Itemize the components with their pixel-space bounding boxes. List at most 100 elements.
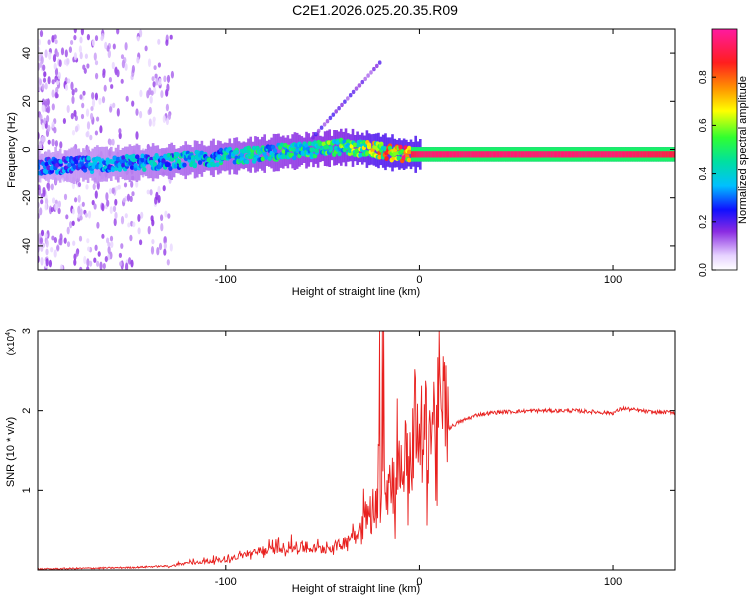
heatmap-noise-cell xyxy=(79,94,83,100)
heatmap-noise-cell xyxy=(91,92,95,100)
heatmap-noise-cell xyxy=(119,261,123,267)
heatmap-noise-cell xyxy=(163,236,167,245)
heatmap-noise-cell xyxy=(54,91,58,99)
heatmap-ridge-cell xyxy=(262,151,267,157)
heatmap-ridge-core xyxy=(625,151,628,158)
top-y-tick-label: 20 xyxy=(21,95,33,107)
heatmap-ridge-cell xyxy=(53,158,58,163)
heatmap-noise-cell xyxy=(59,264,64,270)
heatmap-noise-cell xyxy=(120,215,125,225)
heatmap-streak-cell xyxy=(372,66,376,72)
heatmap-ridge-cell xyxy=(211,162,217,168)
heatmap-ridge-cell xyxy=(105,160,110,166)
heatmap-ridge-core xyxy=(442,151,445,158)
heatmap-ridge-core xyxy=(410,151,414,158)
heatmap-noise-cell xyxy=(103,84,107,92)
heatmap-halo-cell xyxy=(49,152,53,180)
heatmap-noise-cell xyxy=(131,191,135,197)
heatmap-noise-cell xyxy=(124,213,128,219)
heatmap-noise-cell xyxy=(38,38,41,46)
heatmap-streak-cell xyxy=(357,83,362,88)
top-y-tick-label: -20 xyxy=(21,190,33,206)
heatmap-noise-cell xyxy=(167,213,171,219)
heatmap-streak-cell xyxy=(375,63,379,69)
heatmap-ridge-core xyxy=(606,151,609,158)
heatmap-noise-cell xyxy=(106,199,110,207)
heatmap-ridge-cell xyxy=(44,169,49,175)
heatmap-streak-cell xyxy=(369,70,373,75)
heatmap-noise-cell xyxy=(108,139,113,146)
heatmap-ridge-core xyxy=(491,151,494,158)
heatmap-noise-cell xyxy=(152,81,156,88)
heatmap-ridge-cell xyxy=(161,158,166,164)
heatmap-noise-cell xyxy=(104,255,108,263)
heatmap-noise-cell xyxy=(83,255,87,265)
heatmap-noise-cell xyxy=(39,30,44,38)
heatmap-ridge-core xyxy=(644,151,647,158)
heatmap-noise-cell xyxy=(89,134,93,141)
heatmap-noise-cell xyxy=(95,72,99,80)
heatmap-ridge-cell xyxy=(407,157,412,163)
heatmap-ridge-core xyxy=(478,151,482,158)
heatmap-ridge-core xyxy=(637,151,640,158)
heatmap-ridge-core xyxy=(454,151,457,158)
heatmap-noise-cell xyxy=(79,215,83,221)
heatmap-noise-cell xyxy=(102,262,106,270)
heatmap-ridge-cell xyxy=(292,155,297,161)
top-y-tick-label: 0 xyxy=(21,146,33,152)
bottom-y-axis-label: SNR (10 * v/v) xyxy=(5,417,17,487)
heatmap-noise-cell xyxy=(109,106,113,113)
bottom-y-multiplier: (x104) xyxy=(5,329,17,356)
heatmap-streak-cell xyxy=(348,93,353,98)
heatmap-noise-cell xyxy=(153,86,157,95)
colorbar xyxy=(711,28,738,271)
heatmap-noise-cell xyxy=(52,54,57,63)
heatmap-noise-cell xyxy=(57,207,61,215)
heatmap-noise-cell xyxy=(169,34,173,40)
heatmap-ridge-core xyxy=(417,151,421,158)
heatmap-ridge-core xyxy=(562,151,565,158)
heatmap-ridge-core xyxy=(654,151,658,158)
heatmap-streak-cell xyxy=(360,79,365,85)
heatmap-noise-cell xyxy=(77,205,81,215)
heatmap-noise-cell xyxy=(137,227,141,235)
heatmap-noise-cell xyxy=(44,49,48,58)
heatmap-noise-cell xyxy=(79,36,83,44)
heatmap-ridge-cell xyxy=(182,162,187,168)
heatmap-noise-cell xyxy=(54,140,59,148)
heatmap-ridge-cell xyxy=(281,149,286,154)
heatmap-noise-cell xyxy=(79,266,83,270)
heatmap-streak-cell xyxy=(340,102,344,108)
heatmap-noise-cell xyxy=(114,198,118,206)
heatmap-ridge-core xyxy=(628,151,631,158)
heatmap-noise-cell xyxy=(91,199,95,206)
heatmap-ridge-cell xyxy=(337,151,342,157)
heatmap-noise-cell xyxy=(77,194,81,203)
top-y-axis-label: Frequency (Hz) xyxy=(6,112,18,188)
heatmap-noise-cell xyxy=(112,205,117,213)
heatmap-ridge-core xyxy=(566,151,569,158)
figure-title: C2E1.2026.025.20.35.R09 xyxy=(292,2,458,18)
heatmap-ridge-cell xyxy=(401,155,407,160)
heatmap-streak-cell xyxy=(311,135,315,140)
heatmap-ridge-core xyxy=(484,151,487,158)
heatmap-noise-cell xyxy=(107,49,111,58)
heatmap-ridge-core xyxy=(435,151,438,158)
heatmap-noise-cell xyxy=(117,184,121,190)
heatmap-noise-cell xyxy=(70,40,74,45)
heatmap-noise-cell xyxy=(91,98,96,108)
heatmap-noise-cell xyxy=(157,38,161,45)
heatmap-ridge-cell xyxy=(400,149,405,154)
heatmap-ridge-core xyxy=(576,151,579,158)
heatmap-noise-cell xyxy=(50,247,54,253)
heatmap-noise-cell xyxy=(51,235,55,241)
heatmap-ridge-cell xyxy=(396,155,401,161)
heatmap-ridge-core xyxy=(581,151,584,158)
heatmap-ridge-core xyxy=(656,151,659,158)
heatmap-ridge-core xyxy=(475,151,478,158)
heatmap-noise-cell xyxy=(162,185,166,192)
heatmap-noise-cell xyxy=(86,33,90,41)
heatmap-ridge-core xyxy=(647,151,651,158)
heatmap-noise-cell xyxy=(89,260,93,267)
heatmap-noise-cell xyxy=(94,60,99,66)
